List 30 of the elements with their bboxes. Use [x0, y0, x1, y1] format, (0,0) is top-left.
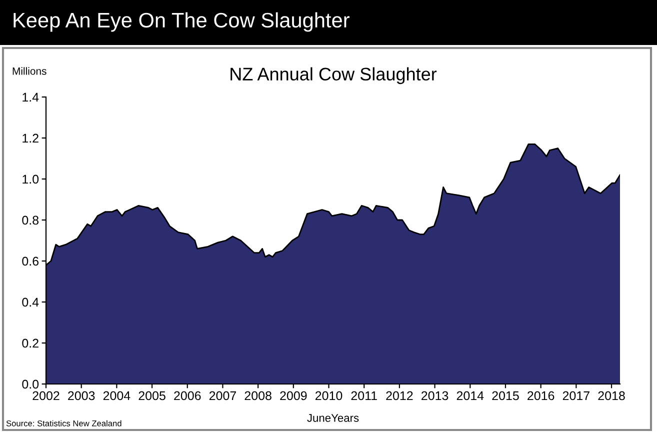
- y-tick-label: 0.4: [22, 298, 39, 307]
- x-tick-label: 2011: [351, 391, 377, 400]
- y-tick-label: 1.4: [22, 92, 39, 102]
- x-tick-label: 2004: [103, 391, 130, 400]
- x-tick-label: 2013: [422, 391, 448, 400]
- x-tick-label: 2005: [138, 391, 166, 400]
- x-tick-label: 2007: [209, 391, 236, 400]
- y-tick-label: 0.6: [22, 256, 39, 266]
- x-tick-label: 2015: [492, 391, 519, 400]
- y-tick-label: 0.2: [22, 338, 38, 348]
- x-tick-label: 2009: [280, 391, 307, 400]
- chart-title: Keep An Eye On The Cow Slaughter: [14, 12, 350, 32]
- x-tick-label: 2008: [244, 391, 272, 400]
- source-note: Source: Statistics New Zealand: [6, 420, 122, 426]
- y-axis-title: Millions: [12, 67, 46, 75]
- x-tick-label: 2010: [315, 391, 342, 400]
- x-tick-label: 2017: [562, 391, 590, 400]
- x-tick-label: 2006: [174, 391, 201, 400]
- x-tick-label: 2018: [598, 391, 625, 400]
- x-axis-title: JuneYears: [307, 414, 359, 422]
- y-tick-label: 1.2: [22, 134, 38, 143]
- y-tick-label: 0.0: [22, 380, 39, 389]
- x-tick-label: 2003: [68, 391, 95, 400]
- x-tick-label: 2014: [456, 391, 484, 400]
- x-tick-label: 2012: [386, 391, 413, 400]
- y-tick-label: 0.8: [22, 216, 39, 225]
- x-tick-label: 2016: [528, 391, 554, 400]
- y-tick-label: 1.0: [22, 174, 39, 184]
- chart-subtitle: NZ Annual Cow Slaughter: [230, 67, 437, 84]
- x-tick-label: 2002: [32, 391, 60, 400]
